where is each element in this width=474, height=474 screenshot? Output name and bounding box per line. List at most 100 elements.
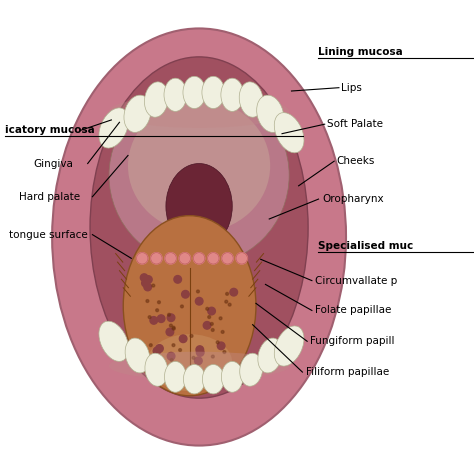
Ellipse shape [183,365,205,394]
Ellipse shape [258,338,283,373]
Circle shape [148,364,151,366]
Circle shape [151,253,162,264]
Circle shape [193,253,205,264]
Circle shape [167,352,175,360]
Ellipse shape [221,362,243,392]
Circle shape [174,367,177,370]
Circle shape [167,314,175,321]
Circle shape [219,317,222,320]
Circle shape [174,275,182,283]
Text: Oropharynx: Oropharynx [322,194,384,204]
Circle shape [197,290,200,293]
Circle shape [146,300,149,302]
Circle shape [211,366,214,369]
Circle shape [208,316,210,319]
Ellipse shape [145,353,168,386]
Ellipse shape [123,216,256,396]
Circle shape [172,344,175,346]
Circle shape [165,253,176,264]
Circle shape [192,356,195,359]
Circle shape [223,351,226,354]
Ellipse shape [164,362,186,392]
Text: Soft Palate: Soft Palate [327,119,383,129]
Ellipse shape [239,82,263,117]
Text: tongue surface: tongue surface [9,229,88,240]
Circle shape [208,253,219,264]
Circle shape [230,288,237,296]
Ellipse shape [99,321,128,361]
Circle shape [222,253,233,264]
Ellipse shape [240,353,263,386]
Ellipse shape [109,95,289,128]
Circle shape [236,253,247,264]
Circle shape [196,346,204,354]
Text: icatory mucosa: icatory mucosa [5,125,94,136]
Text: Circumvallate p: Circumvallate p [315,275,398,286]
Circle shape [144,283,152,291]
Ellipse shape [202,365,224,394]
Circle shape [166,328,173,336]
Ellipse shape [274,326,304,366]
Ellipse shape [52,28,346,446]
Ellipse shape [90,57,308,398]
Text: Hard palate: Hard palate [19,191,80,202]
Circle shape [150,317,157,324]
Circle shape [152,284,155,287]
Text: Folate papillae: Folate papillae [315,305,392,316]
Circle shape [170,324,173,327]
Circle shape [208,307,215,315]
Circle shape [211,355,214,358]
Ellipse shape [128,100,270,232]
Ellipse shape [202,76,225,109]
Circle shape [194,357,202,365]
Circle shape [157,315,165,322]
Circle shape [173,327,175,330]
Text: Gingiva: Gingiva [33,158,73,169]
Circle shape [226,292,228,295]
Circle shape [190,335,193,337]
Circle shape [206,307,209,310]
Circle shape [179,348,182,351]
Circle shape [172,326,175,329]
Circle shape [145,276,152,283]
Circle shape [153,356,156,358]
Circle shape [211,328,214,331]
Circle shape [181,305,183,308]
Circle shape [155,345,163,352]
Circle shape [203,321,211,329]
Text: Specialised muc: Specialised muc [318,241,413,252]
Circle shape [210,322,213,325]
Circle shape [168,313,171,316]
Circle shape [142,279,149,287]
Circle shape [217,342,225,350]
Circle shape [137,253,148,264]
Ellipse shape [183,76,206,109]
Ellipse shape [166,164,232,249]
Circle shape [179,335,187,343]
Text: Fungiform papill: Fungiform papill [310,336,395,346]
Circle shape [165,366,168,369]
Ellipse shape [147,334,232,391]
Circle shape [148,316,151,319]
Text: Filiform papillae: Filiform papillae [306,367,389,377]
Circle shape [228,303,231,306]
Circle shape [170,358,173,361]
Circle shape [221,330,224,333]
Ellipse shape [109,352,289,380]
Ellipse shape [164,78,187,111]
Ellipse shape [99,108,128,148]
Circle shape [176,363,179,365]
Circle shape [195,297,203,305]
Circle shape [196,348,204,356]
Circle shape [216,341,219,344]
Text: Lips: Lips [341,82,362,93]
Ellipse shape [193,234,205,254]
Circle shape [153,347,161,355]
Text: Cheeks: Cheeks [337,156,375,166]
Ellipse shape [109,85,289,265]
Circle shape [182,291,189,298]
Ellipse shape [145,82,168,117]
Circle shape [149,344,152,346]
Circle shape [179,253,191,264]
Ellipse shape [124,95,151,132]
